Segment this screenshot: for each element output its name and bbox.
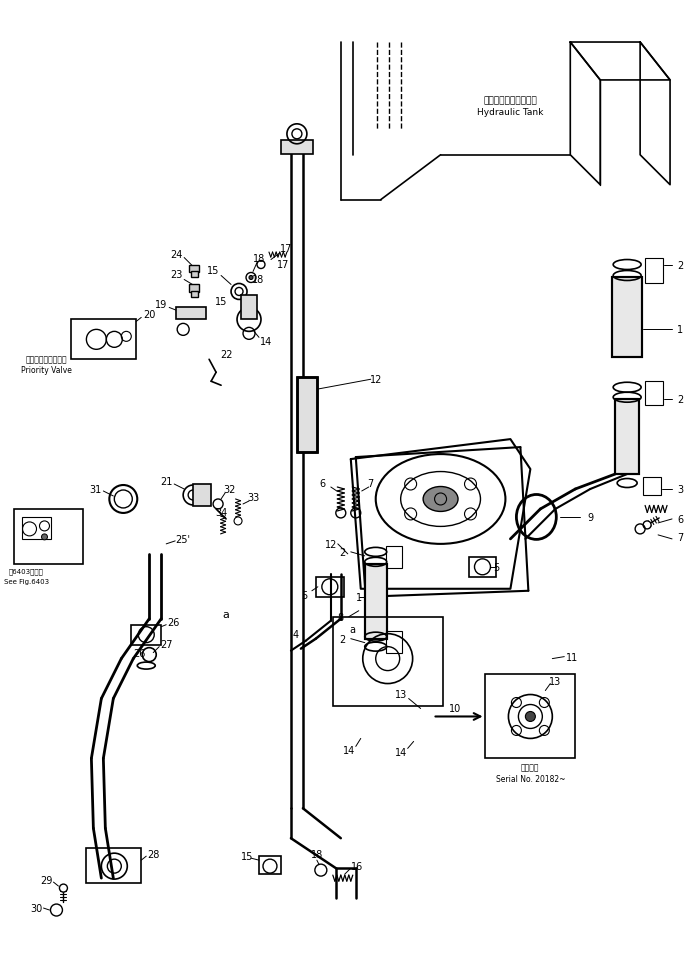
Bar <box>643 478 661 495</box>
Bar <box>14 509 84 565</box>
Text: 25': 25' <box>176 534 191 544</box>
Text: 33: 33 <box>247 492 259 502</box>
Text: Serial No. 20182~: Serial No. 20182~ <box>495 774 565 783</box>
Text: 18: 18 <box>253 253 265 263</box>
Text: 13: 13 <box>549 676 561 686</box>
Circle shape <box>42 534 48 540</box>
Bar <box>297 378 317 452</box>
Bar <box>191 273 198 278</box>
Bar <box>189 265 199 274</box>
Text: Hydraulic Tank: Hydraulic Tank <box>477 108 544 117</box>
Text: 3: 3 <box>677 485 683 494</box>
Text: 23: 23 <box>170 271 183 280</box>
Bar <box>189 285 199 293</box>
Bar <box>191 292 198 298</box>
Text: 15: 15 <box>241 851 253 862</box>
Text: 17: 17 <box>280 243 292 253</box>
Circle shape <box>60 884 67 892</box>
Text: 18: 18 <box>252 276 264 285</box>
Text: 20: 20 <box>143 310 156 320</box>
Bar <box>645 258 663 284</box>
Text: 6: 6 <box>677 515 683 525</box>
Bar <box>365 565 387 639</box>
Text: 18: 18 <box>311 849 323 860</box>
Text: 32: 32 <box>223 485 235 494</box>
Bar <box>86 848 141 883</box>
Bar <box>21 518 51 539</box>
Text: 24: 24 <box>170 249 183 259</box>
Text: 14: 14 <box>394 747 407 757</box>
Text: 適用番号: 適用番号 <box>521 762 540 771</box>
Text: 17: 17 <box>277 259 289 270</box>
Bar <box>193 485 211 506</box>
Text: 26: 26 <box>167 617 179 627</box>
Text: 15: 15 <box>215 297 227 307</box>
Text: 2: 2 <box>677 395 683 404</box>
Text: 7: 7 <box>367 479 374 488</box>
Bar <box>615 400 639 475</box>
Text: 13: 13 <box>394 689 407 699</box>
Ellipse shape <box>423 487 458 512</box>
Text: 5: 5 <box>493 562 500 573</box>
Text: 15: 15 <box>207 265 219 276</box>
Text: 6: 6 <box>320 479 326 488</box>
Text: 1: 1 <box>677 325 683 335</box>
Text: 28: 28 <box>147 849 159 860</box>
Text: 1: 1 <box>356 592 362 602</box>
Bar <box>71 320 136 360</box>
Bar <box>241 296 257 320</box>
Text: ハイドロリックタンク: ハイドロリックタンク <box>484 97 537 106</box>
Text: 26: 26 <box>133 648 145 658</box>
Text: 14: 14 <box>260 337 272 347</box>
Text: 8: 8 <box>338 612 344 622</box>
Text: プリオリティバルブ: プリオリティバルブ <box>26 356 67 364</box>
Text: Priority Valve: Priority Valve <box>21 365 72 374</box>
Text: See Fig.6403: See Fig.6403 <box>4 578 49 584</box>
Bar <box>259 856 281 874</box>
Text: 図6403を参照: 図6403を参照 <box>9 568 44 574</box>
Bar <box>468 557 496 577</box>
Text: 16: 16 <box>351 862 363 871</box>
Text: 29: 29 <box>40 875 53 885</box>
Bar <box>645 382 663 405</box>
Text: 2: 2 <box>677 260 683 271</box>
Text: 19: 19 <box>155 300 167 310</box>
Bar <box>486 674 575 758</box>
Text: 12: 12 <box>325 539 337 549</box>
Text: 10: 10 <box>449 703 462 714</box>
Text: 5: 5 <box>301 590 307 600</box>
Text: a: a <box>349 624 356 634</box>
Text: 12: 12 <box>370 375 382 385</box>
Bar <box>385 631 401 653</box>
Text: 30: 30 <box>30 903 43 913</box>
Text: 14: 14 <box>343 745 355 755</box>
Circle shape <box>249 276 253 280</box>
Text: 34: 34 <box>215 507 227 518</box>
Bar <box>385 546 401 569</box>
Bar <box>316 577 344 597</box>
Text: 22: 22 <box>220 350 233 360</box>
Circle shape <box>643 522 651 530</box>
Bar <box>612 278 642 358</box>
Text: 11: 11 <box>566 652 579 662</box>
Text: 27: 27 <box>160 639 172 649</box>
Bar <box>176 308 206 320</box>
Text: 7: 7 <box>677 532 683 542</box>
Text: a: a <box>223 609 230 619</box>
Bar <box>131 625 161 645</box>
Bar <box>297 378 317 452</box>
Bar <box>615 400 639 475</box>
Text: 31: 31 <box>89 485 102 494</box>
Text: 2: 2 <box>340 634 346 644</box>
Circle shape <box>525 712 536 722</box>
Bar <box>333 617 443 706</box>
Text: 2: 2 <box>340 547 346 557</box>
Bar <box>365 565 387 639</box>
Text: 9: 9 <box>588 512 593 523</box>
Bar <box>281 141 313 154</box>
Text: 21: 21 <box>160 477 172 487</box>
Text: 4: 4 <box>293 629 299 639</box>
Bar <box>612 278 642 358</box>
